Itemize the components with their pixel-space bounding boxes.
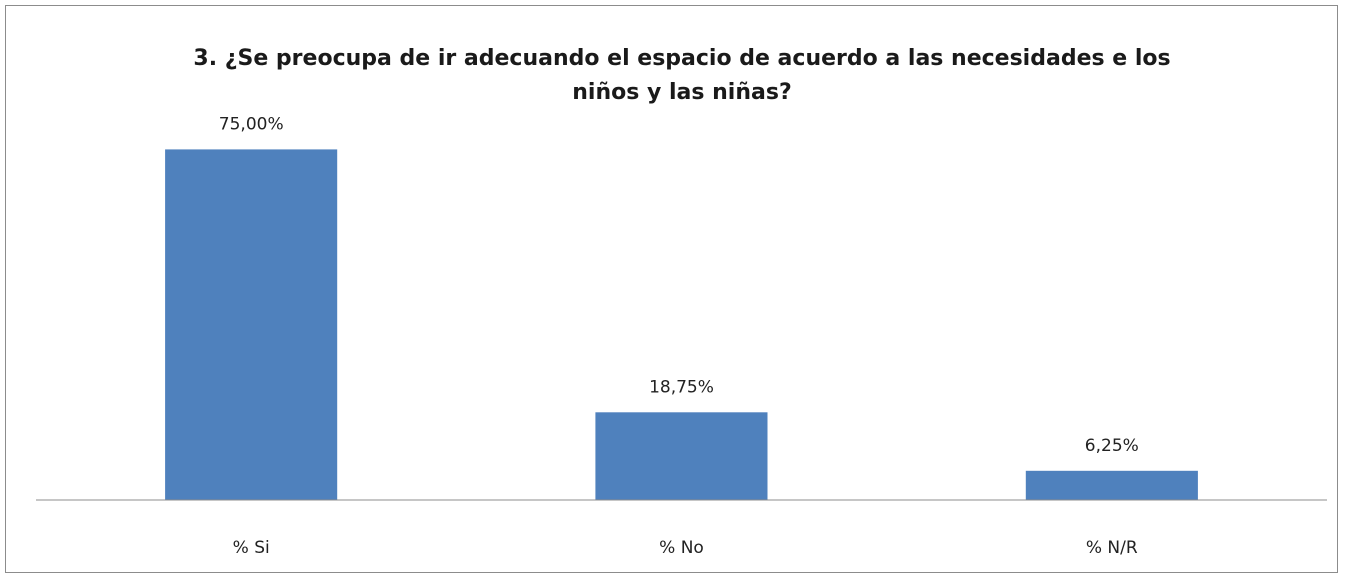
- data-label-1: 75,00%: [219, 114, 284, 134]
- bar-3: [1025, 470, 1198, 500]
- bar-1: [165, 149, 338, 500]
- chart-title-line-1: 3. ¿Se preocupa de ir adecuando el espac…: [193, 46, 1170, 71]
- bar-chart: 3. ¿Se preocupa de ir adecuando el espac…: [36, 46, 1327, 558]
- x-tick-label-1: % Si: [233, 538, 270, 558]
- chart-title-line-2: niños y las niñas?: [572, 80, 791, 105]
- data-label-3: 6,25%: [1085, 436, 1139, 456]
- x-tick-label-3: % N/R: [1086, 538, 1138, 558]
- bars-layer: 75,00% % Si 18,75% % No 6,25% % N/R: [165, 114, 1198, 558]
- bar-2: [595, 412, 768, 500]
- chart-frame: 3. ¿Se preocupa de ir adecuando el espac…: [5, 5, 1338, 573]
- x-tick-label-2: % No: [659, 538, 704, 558]
- data-label-2: 18,75%: [649, 377, 714, 397]
